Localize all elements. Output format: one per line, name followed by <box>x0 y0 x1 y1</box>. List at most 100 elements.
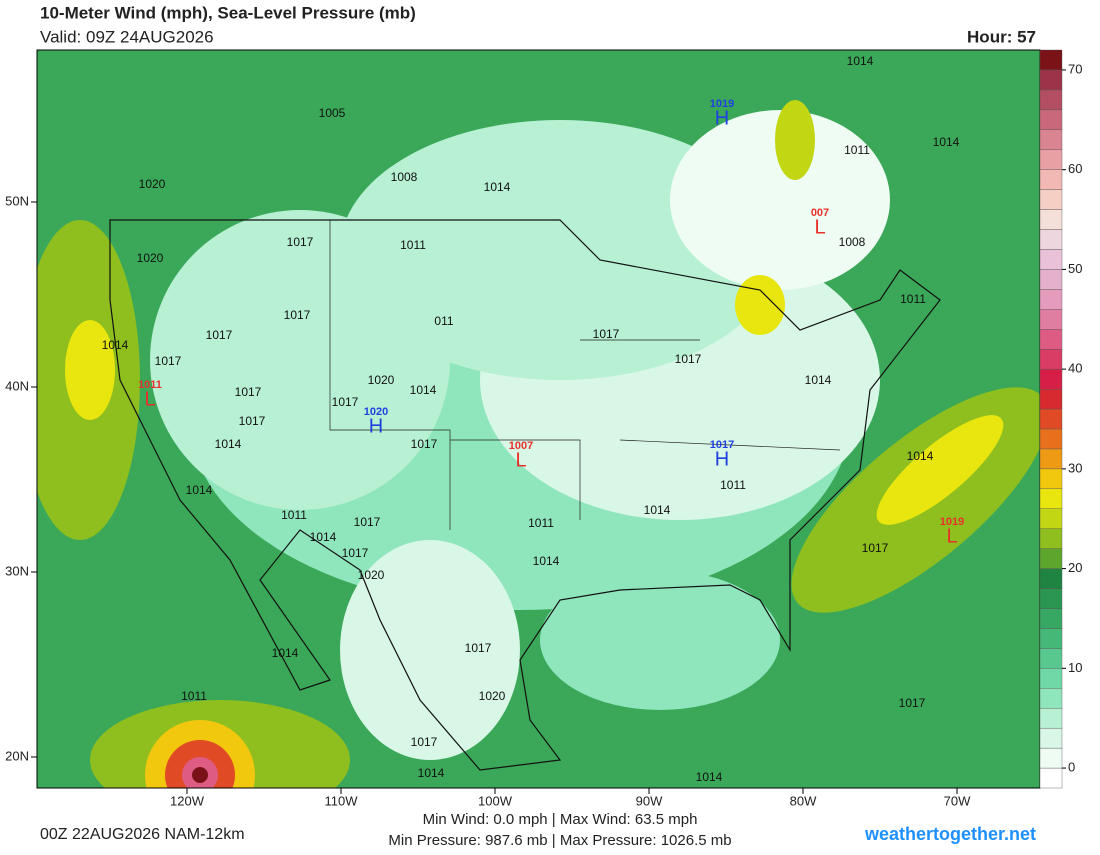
colorbar-bin <box>1039 428 1063 450</box>
isobar-label: 1017 <box>235 385 262 399</box>
colorbar-label: 20 <box>1068 560 1082 575</box>
isobar-label: 1011 <box>900 292 926 306</box>
colorbar: 0 10 20 30 40 50 60 70 <box>1039 49 1082 789</box>
colorbar-bin <box>1039 368 1063 390</box>
valid-time: Valid: 09Z 24AUG2026 <box>40 27 214 46</box>
isobar-label: 1014 <box>102 338 129 352</box>
center-symbol: L <box>515 449 526 471</box>
isobar-label: 1017 <box>675 352 702 366</box>
colorbar-label: 50 <box>1068 261 1082 276</box>
colorbar-bin <box>1039 668 1063 689</box>
isobar-label: 1017 <box>239 414 266 428</box>
isobar-label: 1014 <box>418 766 445 780</box>
colorbar-bin <box>1039 568 1063 589</box>
isobar-label: 1014 <box>533 554 560 568</box>
center-symbol: H <box>715 107 729 129</box>
lat-label: 30N <box>5 563 29 578</box>
wind-field <box>37 50 1040 788</box>
center-symbol: L <box>946 525 957 547</box>
colorbar-bin <box>1039 767 1063 789</box>
center-pressure: 007 <box>811 207 829 219</box>
isobar-label: 1014 <box>215 437 242 451</box>
isobar-label: 1005 <box>319 106 346 120</box>
colorbar-bin <box>1039 109 1063 130</box>
colorbar-label: 0 <box>1068 759 1075 774</box>
colorbar-label: 60 <box>1068 161 1082 176</box>
map-title: 10-Meter Wind (mph), Sea-Level Pressure … <box>40 3 416 22</box>
model-run: 00Z 22AUG2026 NAM-12km <box>40 826 245 843</box>
site-link[interactable]: weathertogether.net <box>864 824 1036 844</box>
colorbar-bin <box>1039 448 1063 470</box>
isobar-label: 1014 <box>847 54 874 68</box>
colorbar-bin <box>1039 169 1063 190</box>
isobar-label: 1014 <box>907 449 934 463</box>
center-symbol: L <box>814 216 825 238</box>
lon-label: 80W <box>790 793 817 808</box>
center-pressure: 1007 <box>509 440 533 452</box>
colorbar-bin <box>1039 289 1063 310</box>
isobar-label: 1020 <box>479 689 506 703</box>
isobar-label: 1011 <box>844 143 870 157</box>
isobar-label: 1017 <box>899 696 926 710</box>
isobar-label: 1014 <box>186 483 213 497</box>
colorbar-bin <box>1039 628 1063 649</box>
isobar-label: 1011 <box>181 689 207 703</box>
center-pressure: 1019 <box>940 516 964 528</box>
lon-label: 110W <box>325 793 359 808</box>
forecast-hour: Hour: 57 <box>967 27 1036 46</box>
colorbar-bin <box>1039 249 1063 270</box>
center-pressure: 1020 <box>364 406 388 418</box>
colorbar-bin <box>1039 329 1063 350</box>
isobar-label: 1008 <box>839 235 866 249</box>
colorbar-bin <box>1039 348 1063 370</box>
colorbar-bin <box>1039 149 1063 170</box>
isobar-label: 1017 <box>287 235 314 249</box>
isobar-label: 1017 <box>862 541 889 555</box>
isobar-label: 1020 <box>368 373 395 387</box>
colorbar-bin <box>1039 309 1063 330</box>
isobar-label: 1017 <box>342 546 369 560</box>
isobar-label: 1017 <box>206 328 233 342</box>
isobar-label: 1020 <box>139 177 166 191</box>
isobar-label: 1008 <box>391 170 418 184</box>
isobar-label: 1020 <box>137 251 164 265</box>
isobar-label: 1011 <box>281 508 307 522</box>
colorbar-bin <box>1039 388 1063 410</box>
lon-label: 70W <box>944 793 971 808</box>
colorbar-bin <box>1039 49 1063 71</box>
colorbar-bin <box>1039 209 1063 230</box>
isobar-label: 1017 <box>411 735 438 749</box>
colorbar-bin <box>1039 189 1063 210</box>
colorbar-bin <box>1039 708 1063 729</box>
colorbar-bin <box>1039 747 1063 769</box>
colorbar-bin <box>1039 89 1063 111</box>
colorbar-label: 10 <box>1068 660 1082 675</box>
isobar-label: 1011 <box>400 238 426 252</box>
isobar-label: 011 <box>434 314 453 328</box>
isobar-label: 1017 <box>411 437 438 451</box>
lat-label: 20N <box>5 748 29 763</box>
center-symbol: H <box>715 448 729 470</box>
colorbar-bin <box>1039 229 1063 250</box>
colorbar-label: 30 <box>1068 460 1082 475</box>
isobar-label: 1014 <box>696 770 723 784</box>
isobar-label: 1017 <box>284 308 311 322</box>
isobar-label: 1011 <box>720 478 746 492</box>
isobar-label: 1017 <box>465 641 492 655</box>
center-symbol: L <box>144 388 155 410</box>
lon-label: 90W <box>636 793 663 808</box>
colorbar-bin <box>1039 508 1063 529</box>
colorbar-bin <box>1039 727 1063 749</box>
isobar-label: 1014 <box>484 180 511 194</box>
colorbar-bin <box>1039 528 1063 549</box>
colorbar-bin <box>1039 408 1063 430</box>
colorbar-bin <box>1039 588 1063 609</box>
colorbar-bin <box>1039 608 1063 629</box>
isobar-label: 1014 <box>805 373 832 387</box>
isobar-label: 1017 <box>593 327 620 341</box>
pressure-extremes: Min Pressure: 987.6 mb | Max Pressure: 1… <box>388 832 731 849</box>
center-pressure: 1011 <box>138 379 162 391</box>
center-symbol: H <box>369 415 383 437</box>
lat-label: 40N <box>5 378 29 393</box>
